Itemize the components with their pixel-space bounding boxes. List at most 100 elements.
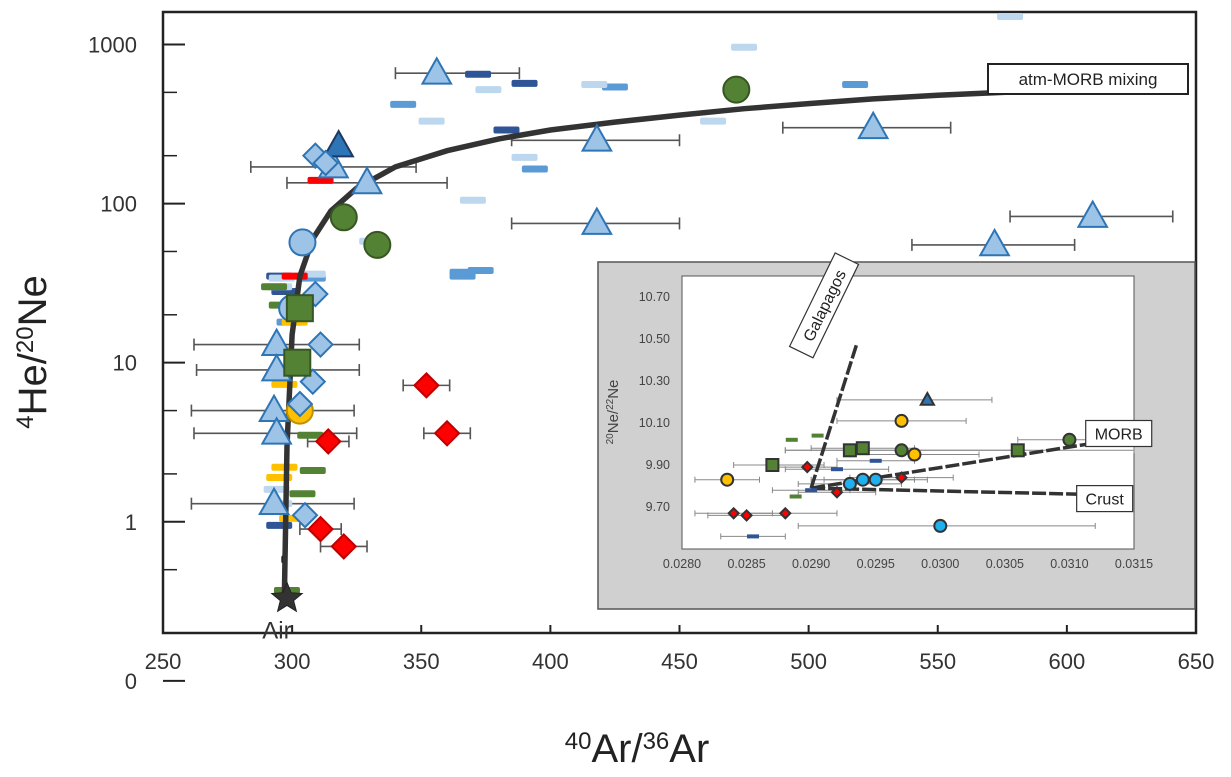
x-tick-label: 400 xyxy=(532,649,569,674)
data-point-dash xyxy=(281,272,308,280)
main-plot: 250 300 350 400 450 500 550 600 65010001001010Ai… xyxy=(88,10,1214,694)
inset-plot: 0.0280 0.0285 0.0290 0.0295 0.0300 0.0305 0.03… xyxy=(597,252,1196,610)
data-point-dash xyxy=(467,266,494,274)
inset-point-square xyxy=(855,441,870,456)
inset-point-diamond xyxy=(800,460,814,474)
y-axis-title: 4He/20Ne xyxy=(11,275,55,428)
inset-y-tick-label: 10.70 xyxy=(639,290,670,304)
data-point-diamond xyxy=(433,419,461,447)
inset-y-title-base1: Ne/ xyxy=(605,409,622,433)
x-tick-label: 350 xyxy=(403,649,440,674)
x-axis-title-sup1: 40 xyxy=(565,728,592,755)
inset-x-tick-label: 0.0295 xyxy=(857,557,895,571)
data-point-triangle xyxy=(857,110,890,140)
data-point-circle xyxy=(363,230,392,259)
morb-label: MORB xyxy=(1095,427,1143,444)
data-point-dash xyxy=(418,117,445,125)
inset-point-square xyxy=(765,458,780,472)
data-point-dash xyxy=(521,165,548,173)
data-point-circle xyxy=(288,228,317,257)
inset-point-square xyxy=(1010,443,1025,458)
data-point-diamond xyxy=(307,515,334,543)
y-tick-label: 1000 xyxy=(88,32,137,57)
inset-point-circle xyxy=(720,472,735,487)
y-tick-label: 100 xyxy=(100,192,137,217)
data-point-dash xyxy=(731,43,758,51)
y-tick-label: 0 xyxy=(125,669,137,694)
inset-point-square xyxy=(842,443,857,458)
data-point-dash xyxy=(465,70,492,78)
inset-y-tick-label: 9.90 xyxy=(646,458,670,472)
data-point-dash xyxy=(307,176,334,184)
inset-y-tick-label: 10.10 xyxy=(639,416,670,430)
inset-point-dash xyxy=(785,437,798,442)
data-point-dash xyxy=(842,81,869,89)
inset-point-dash xyxy=(869,458,882,463)
y-axis-title-sup2: 20 xyxy=(12,326,39,353)
inset-point-circle xyxy=(933,518,948,533)
inset-point-circle xyxy=(1062,432,1077,447)
data-point-diamond xyxy=(312,149,340,177)
data-point-diamond xyxy=(307,331,334,358)
data-point-diamond xyxy=(314,428,342,455)
data-point-dash xyxy=(299,467,326,475)
inset-point-dash xyxy=(830,467,843,472)
data-point-triangle xyxy=(1076,199,1109,228)
inset-x-tick-label: 0.0310 xyxy=(1050,557,1088,571)
data-point-dash xyxy=(475,86,502,94)
data-point-dash xyxy=(390,100,417,108)
inset-y-axis-title: 20Ne/22Ne xyxy=(605,380,623,445)
inset-x-tick-label: 0.0305 xyxy=(986,557,1024,571)
mixing-label: atm-MORB mixing xyxy=(1019,70,1158,89)
inset-plot-area xyxy=(681,275,1135,550)
air-star-icon xyxy=(270,581,304,613)
data-point-dash xyxy=(297,431,324,439)
crust-label-box xyxy=(1076,485,1134,513)
x-axis-title: 40Ar/36Ar xyxy=(565,727,710,771)
data-point-dash xyxy=(289,490,316,498)
data-point-dash xyxy=(601,83,628,91)
inset-y-title-base2: Ne xyxy=(605,380,622,399)
inset-y-tick-label: 10.50 xyxy=(639,332,670,346)
inset-x-tick-label: 0.0300 xyxy=(921,557,959,571)
data-point-dash xyxy=(459,196,486,204)
x-tick-label: 550 xyxy=(919,649,956,674)
x-tick-label: 300 xyxy=(274,649,311,674)
data-point-triangle xyxy=(580,206,613,235)
inset-point-circle xyxy=(842,476,857,491)
inset-point-dash xyxy=(747,534,760,539)
inset-x-tick-label: 0.0280 xyxy=(663,557,701,571)
data-point-triangle xyxy=(260,416,293,445)
data-point-triangle xyxy=(978,227,1011,257)
mixing-curve xyxy=(281,86,1135,598)
x-tick-label: 500 xyxy=(790,649,827,674)
inset-point-dash xyxy=(789,494,802,499)
inset-point-circle xyxy=(868,472,883,487)
data-point-triangle xyxy=(258,486,291,516)
x-tick-label: 600 xyxy=(1049,649,1086,674)
data-point-dash xyxy=(511,79,538,87)
data-point-triangle xyxy=(258,393,291,422)
data-point-triangle xyxy=(322,129,355,158)
x-axis-title-sup2: 36 xyxy=(643,728,670,755)
data-point-dash xyxy=(449,272,476,280)
inset-point-diamond xyxy=(727,506,741,520)
data-point-diamond xyxy=(291,501,319,529)
data-point-dash xyxy=(511,153,538,161)
inset-trend-line xyxy=(809,344,859,489)
inset-point-circle xyxy=(855,472,870,487)
inset-trend-line xyxy=(810,440,1102,490)
inset-x-tick-label: 0.0315 xyxy=(1115,557,1153,571)
data-point-dash xyxy=(493,126,520,134)
inset-point-diamond xyxy=(778,506,792,520)
y-tick-label: 10 xyxy=(113,351,137,376)
y-axis-title-base1: He/ xyxy=(11,352,55,415)
y-tick-label: 1 xyxy=(125,510,137,535)
data-point-square xyxy=(283,348,312,377)
data-point-diamond xyxy=(413,371,440,399)
data-point-dash xyxy=(271,380,298,388)
x-axis-title-base1: Ar/ xyxy=(591,727,643,771)
x-tick-label: 450 xyxy=(661,649,698,674)
